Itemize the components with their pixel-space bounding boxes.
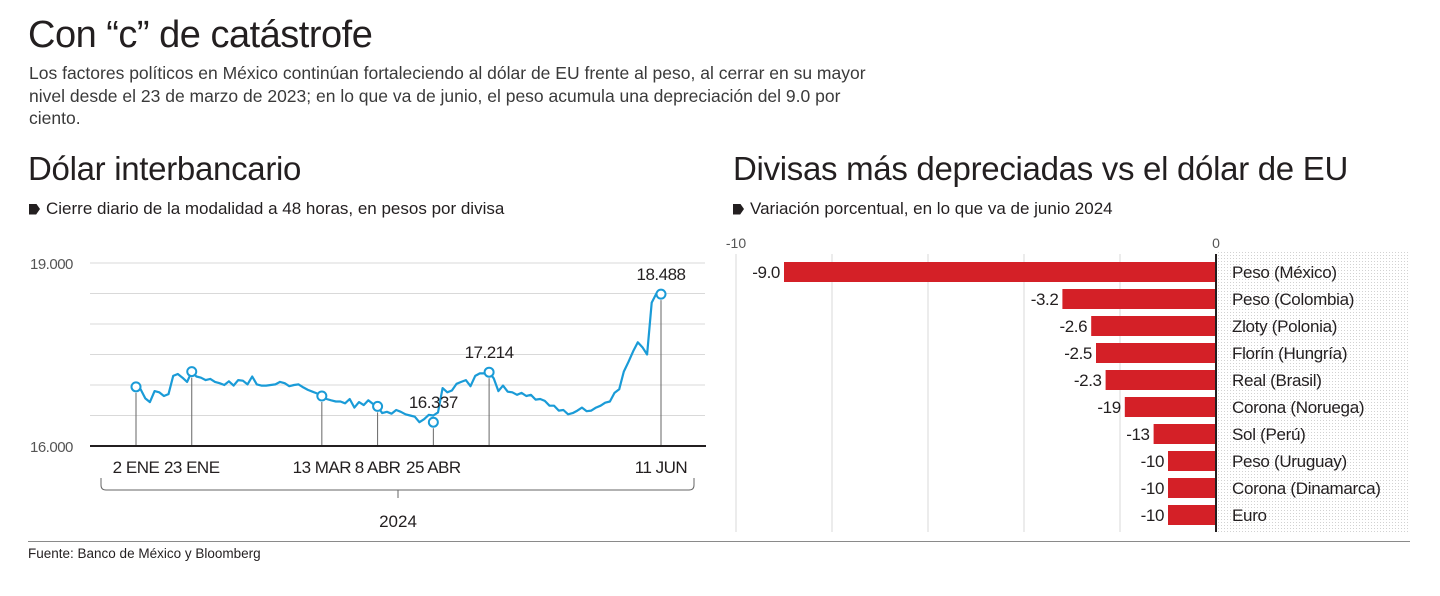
data-point-marker [186, 366, 198, 378]
page-title: Con “c” de catástrofe [28, 14, 373, 56]
bullet-icon [29, 203, 40, 215]
category-label: Peso (México) [1232, 263, 1337, 282]
year-label: 2024 [379, 512, 417, 531]
bar-6 [1153, 424, 1216, 444]
source-note: Fuente: Banco de México y Bloomberg [28, 546, 261, 561]
bar-value-label: -2.6 [1059, 317, 1087, 336]
data-point-marker [130, 381, 142, 393]
x-tick-label: 11 JUN [635, 458, 687, 477]
page-subtitle: Los factores políticos en México continú… [29, 63, 866, 128]
line-chart-subtitle: Cierre diario de la modalidad a 48 horas… [29, 199, 504, 219]
category-label: Corona (Noruega) [1232, 398, 1364, 417]
data-label: 17.214 [465, 343, 514, 362]
bar-9 [1168, 505, 1216, 525]
category-label: Real (Brasil) [1232, 371, 1322, 390]
x-tick-label: 8 ABR [355, 458, 401, 477]
bar-8 [1168, 478, 1216, 498]
data-label: 18.488 [637, 265, 686, 284]
bar-value-label: -19 [1097, 398, 1120, 417]
bar-value-label: -13 [1126, 425, 1149, 444]
bullet-icon [733, 203, 744, 215]
y-tick-label: 16.000 [30, 439, 73, 456]
x-tick-label: 13 MAR [293, 458, 352, 477]
y-tick-label: 19.000 [30, 256, 73, 273]
bar-value-label: -2.5 [1064, 344, 1092, 363]
line-chart: 19.000 16.000 16.337 17.214 18.488 2 ENE 23 EN… [30, 256, 706, 531]
data-point-marker [316, 390, 328, 402]
bar-3 [1096, 343, 1216, 363]
line-chart-title: Dólar interbancario [28, 150, 302, 187]
data-point-marker [655, 288, 667, 300]
axis-tick-label: -10 [726, 235, 746, 251]
bar-chart-subtitle: Variación porcentual, en lo que va de ju… [733, 199, 1113, 219]
bar-chart: -10 0 -9.0 Peso (México) -3.2 Peso (Colombia)… [726, 235, 1410, 532]
bar-1 [1062, 289, 1216, 309]
series-line [135, 292, 662, 424]
category-label: Peso (Uruguay) [1232, 452, 1347, 471]
bar-7 [1168, 451, 1216, 471]
bar-value-label: -10 [1141, 506, 1164, 525]
bar-chart-title: Divisas más depreciadas vs el dólar de E… [733, 150, 1348, 187]
x-tick-label: 25 ABR [406, 458, 461, 477]
data-point-marker [483, 366, 495, 378]
category-label: Euro [1232, 506, 1267, 525]
data-point-marker [427, 416, 439, 428]
bar-value-label: -10 [1141, 479, 1164, 498]
data-point-marker [372, 400, 384, 412]
category-label: Corona (Dinamarca) [1232, 479, 1381, 498]
category-label: Peso (Colombia) [1232, 290, 1354, 309]
bar-2 [1091, 316, 1216, 336]
footer-rule [28, 541, 1410, 542]
bar-value-label: -3.2 [1031, 290, 1059, 309]
bar-chart-subtitle-text: Variación porcentual, en lo que va de ju… [750, 199, 1113, 218]
x-tick-label: 2 ENE [113, 458, 160, 477]
category-label: Zloty (Polonia) [1232, 317, 1337, 336]
bar-value-label: -2.3 [1074, 371, 1102, 390]
label-area-texture [1218, 252, 1410, 532]
data-label: 16.337 [409, 393, 458, 412]
line-chart-subtitle-text: Cierre diario de la modalidad a 48 horas… [46, 199, 505, 218]
x-tick-label: 23 ENE [164, 458, 220, 477]
category-label: Florín (Hungría) [1232, 344, 1347, 363]
axis-tick-label: 0 [1212, 235, 1220, 251]
category-label: Sol (Perú) [1232, 425, 1306, 444]
bar-0 [784, 262, 1216, 282]
bar-5 [1124, 397, 1216, 417]
bar-value-label: -10 [1141, 452, 1164, 471]
bar-4 [1105, 370, 1216, 390]
bar-value-label: -9.0 [752, 263, 780, 282]
